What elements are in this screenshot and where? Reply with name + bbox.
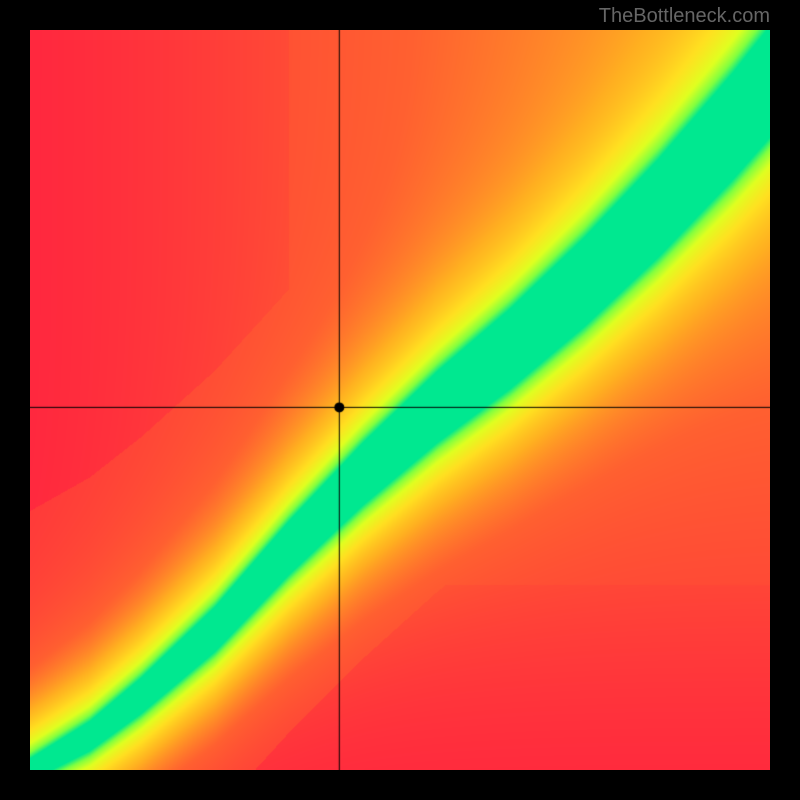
heatmap-canvas [30,30,770,770]
watermark-text: TheBottleneck.com [599,5,770,28]
bottleneck-heatmap [30,30,770,770]
